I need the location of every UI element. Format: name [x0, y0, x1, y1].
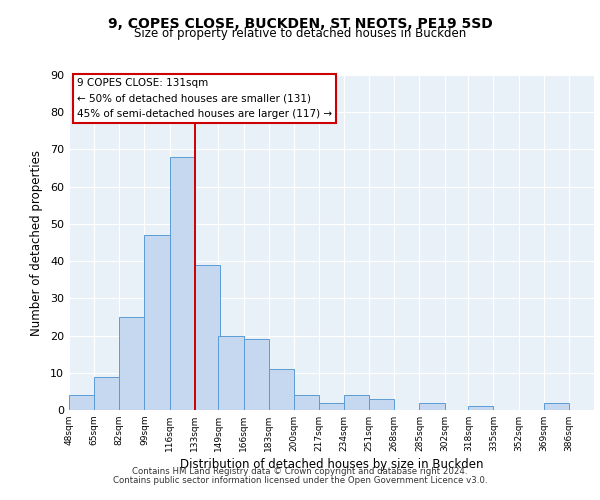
Bar [218, 336, 244, 410]
Text: Size of property relative to detached houses in Buckden: Size of property relative to detached ho… [134, 28, 466, 40]
Bar [170, 157, 195, 410]
Bar [244, 340, 269, 410]
Y-axis label: Number of detached properties: Number of detached properties [30, 150, 43, 336]
Bar [69, 395, 94, 410]
Bar [468, 406, 493, 410]
Bar [145, 235, 170, 410]
Text: Contains public sector information licensed under the Open Government Licence v3: Contains public sector information licen… [113, 476, 487, 485]
Bar [319, 402, 344, 410]
Bar [195, 265, 220, 410]
Bar [544, 402, 569, 410]
Bar [94, 376, 119, 410]
Text: Contains HM Land Registry data © Crown copyright and database right 2024.: Contains HM Land Registry data © Crown c… [132, 467, 468, 476]
Bar [294, 395, 319, 410]
Text: 9 COPES CLOSE: 131sqm
← 50% of detached houses are smaller (131)
45% of semi-det: 9 COPES CLOSE: 131sqm ← 50% of detached … [77, 78, 332, 118]
Bar [344, 395, 369, 410]
X-axis label: Distribution of detached houses by size in Buckden: Distribution of detached houses by size … [180, 458, 483, 471]
Bar [369, 399, 394, 410]
Bar [269, 369, 294, 410]
Bar [119, 317, 145, 410]
Text: 9, COPES CLOSE, BUCKDEN, ST NEOTS, PE19 5SD: 9, COPES CLOSE, BUCKDEN, ST NEOTS, PE19 … [107, 18, 493, 32]
Bar [419, 402, 445, 410]
